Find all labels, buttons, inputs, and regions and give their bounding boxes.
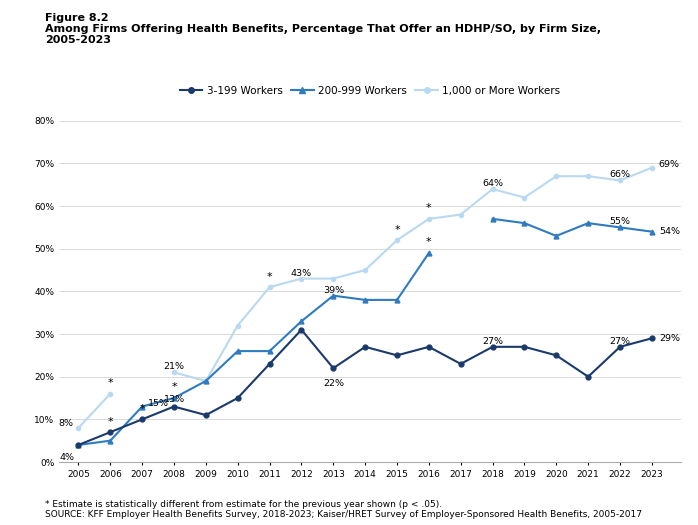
Text: 29%: 29% xyxy=(659,334,680,343)
Text: *: * xyxy=(267,271,272,281)
Text: 54%: 54% xyxy=(659,227,680,236)
Text: * Estimate is statistically different from estimate for the previous year shown : * Estimate is statistically different fr… xyxy=(45,500,443,509)
Text: 4%: 4% xyxy=(59,453,74,462)
Text: Figure 8.2: Figure 8.2 xyxy=(45,13,109,23)
Text: *: * xyxy=(394,225,400,235)
Text: 22%: 22% xyxy=(322,379,344,388)
Text: 8%: 8% xyxy=(58,419,73,428)
Text: 64%: 64% xyxy=(482,179,503,188)
Text: Among Firms Offering Health Benefits, Percentage That Offer an HDHP/SO, by Firm : Among Firms Offering Health Benefits, Pe… xyxy=(45,24,602,34)
Text: 15%: 15% xyxy=(148,400,169,408)
Text: 69%: 69% xyxy=(659,161,680,170)
Text: *: * xyxy=(140,404,145,414)
Text: *: * xyxy=(107,416,113,427)
Text: 27%: 27% xyxy=(609,337,630,346)
Text: *: * xyxy=(426,203,431,213)
Legend: 3-199 Workers, 200-999 Workers, 1,000 or More Workers: 3-199 Workers, 200-999 Workers, 1,000 or… xyxy=(175,81,565,100)
Text: 27%: 27% xyxy=(482,337,503,346)
Text: *: * xyxy=(107,378,113,388)
Text: 21%: 21% xyxy=(163,362,184,371)
Text: 66%: 66% xyxy=(609,171,630,180)
Text: *: * xyxy=(171,382,177,393)
Text: 55%: 55% xyxy=(609,217,630,226)
Text: 13%: 13% xyxy=(163,395,184,404)
Text: 2005-2023: 2005-2023 xyxy=(45,35,112,45)
Text: SOURCE: KFF Employer Health Benefits Survey, 2018-2023; Kaiser/HRET Survey of Em: SOURCE: KFF Employer Health Benefits Sur… xyxy=(45,510,642,519)
Text: 39%: 39% xyxy=(322,286,344,295)
Text: *: * xyxy=(426,237,431,247)
Text: 43%: 43% xyxy=(291,268,312,278)
